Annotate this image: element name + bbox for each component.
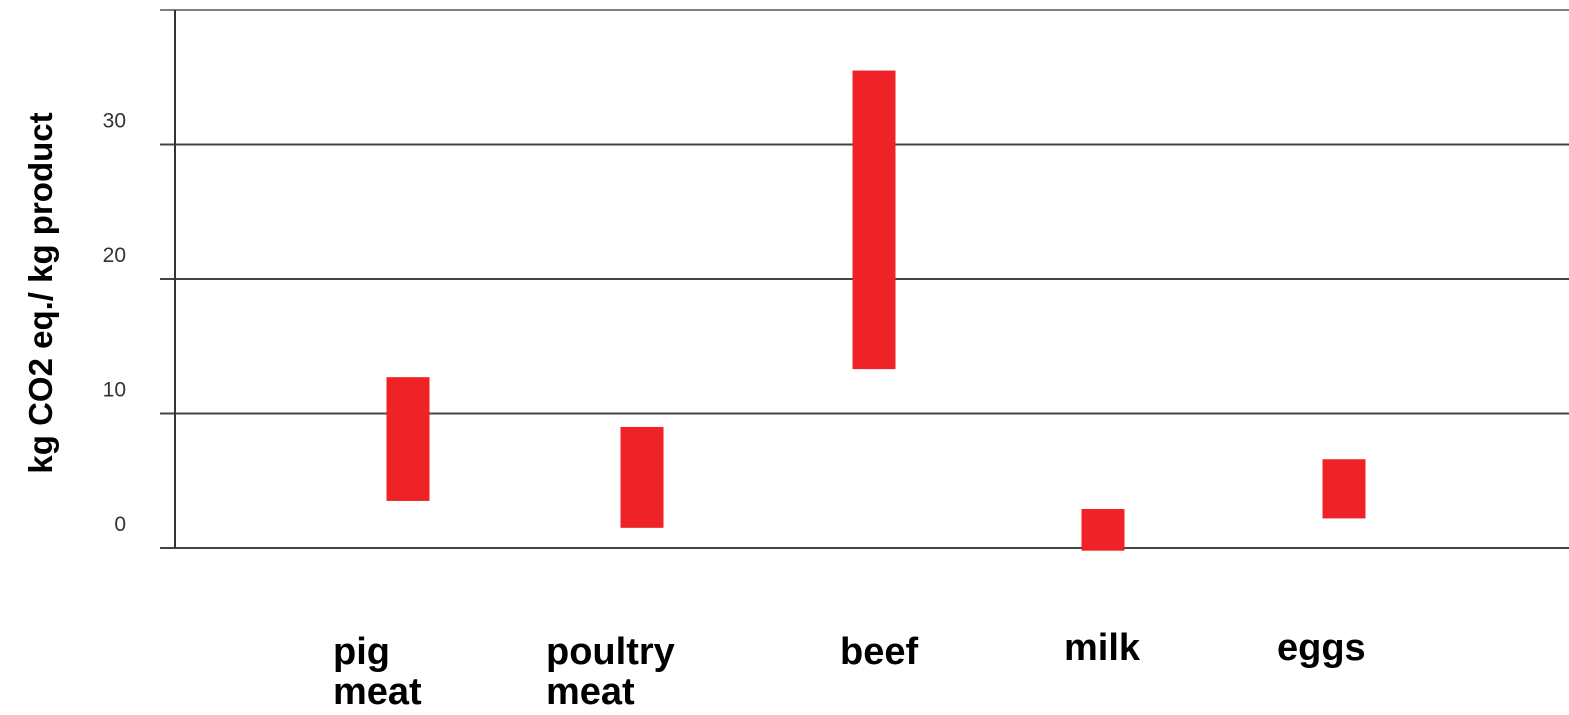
category-label-beef: beef — [840, 631, 918, 673]
category-label-line: pig — [333, 631, 390, 673]
category-label-line: milk — [1064, 627, 1141, 669]
range-bar-milk — [1081, 508, 1125, 551]
category-label-line: beef — [840, 631, 918, 673]
category-label-line: meat — [333, 671, 422, 713]
y-tick-labels: 0 10 20 30 — [103, 110, 126, 537]
category-label-pig-meat: pig meat — [333, 631, 422, 713]
range-bar-eggs — [1322, 459, 1366, 519]
y-tick-label-10: 10 — [103, 379, 126, 402]
category-label-milk: milk — [1064, 627, 1141, 669]
range-bar-poultry-meat — [620, 426, 664, 528]
range-bar-pig-meat — [386, 377, 430, 501]
category-label-line: meat — [546, 671, 635, 713]
range-bar-beef — [852, 70, 896, 370]
y-tick-label-30: 30 — [103, 110, 126, 133]
category-label-line: poultry — [546, 631, 675, 673]
y-tick-label-20: 20 — [103, 244, 126, 267]
category-label-line: eggs — [1277, 627, 1366, 669]
category-label-eggs: eggs — [1277, 627, 1366, 669]
y-axis-title: kg CO2 eq./ kg product — [22, 112, 59, 473]
y-tick-label-0: 0 — [114, 513, 126, 536]
category-label-poultry-meat: poultry meat — [546, 631, 675, 713]
range-bars — [386, 70, 1366, 551]
